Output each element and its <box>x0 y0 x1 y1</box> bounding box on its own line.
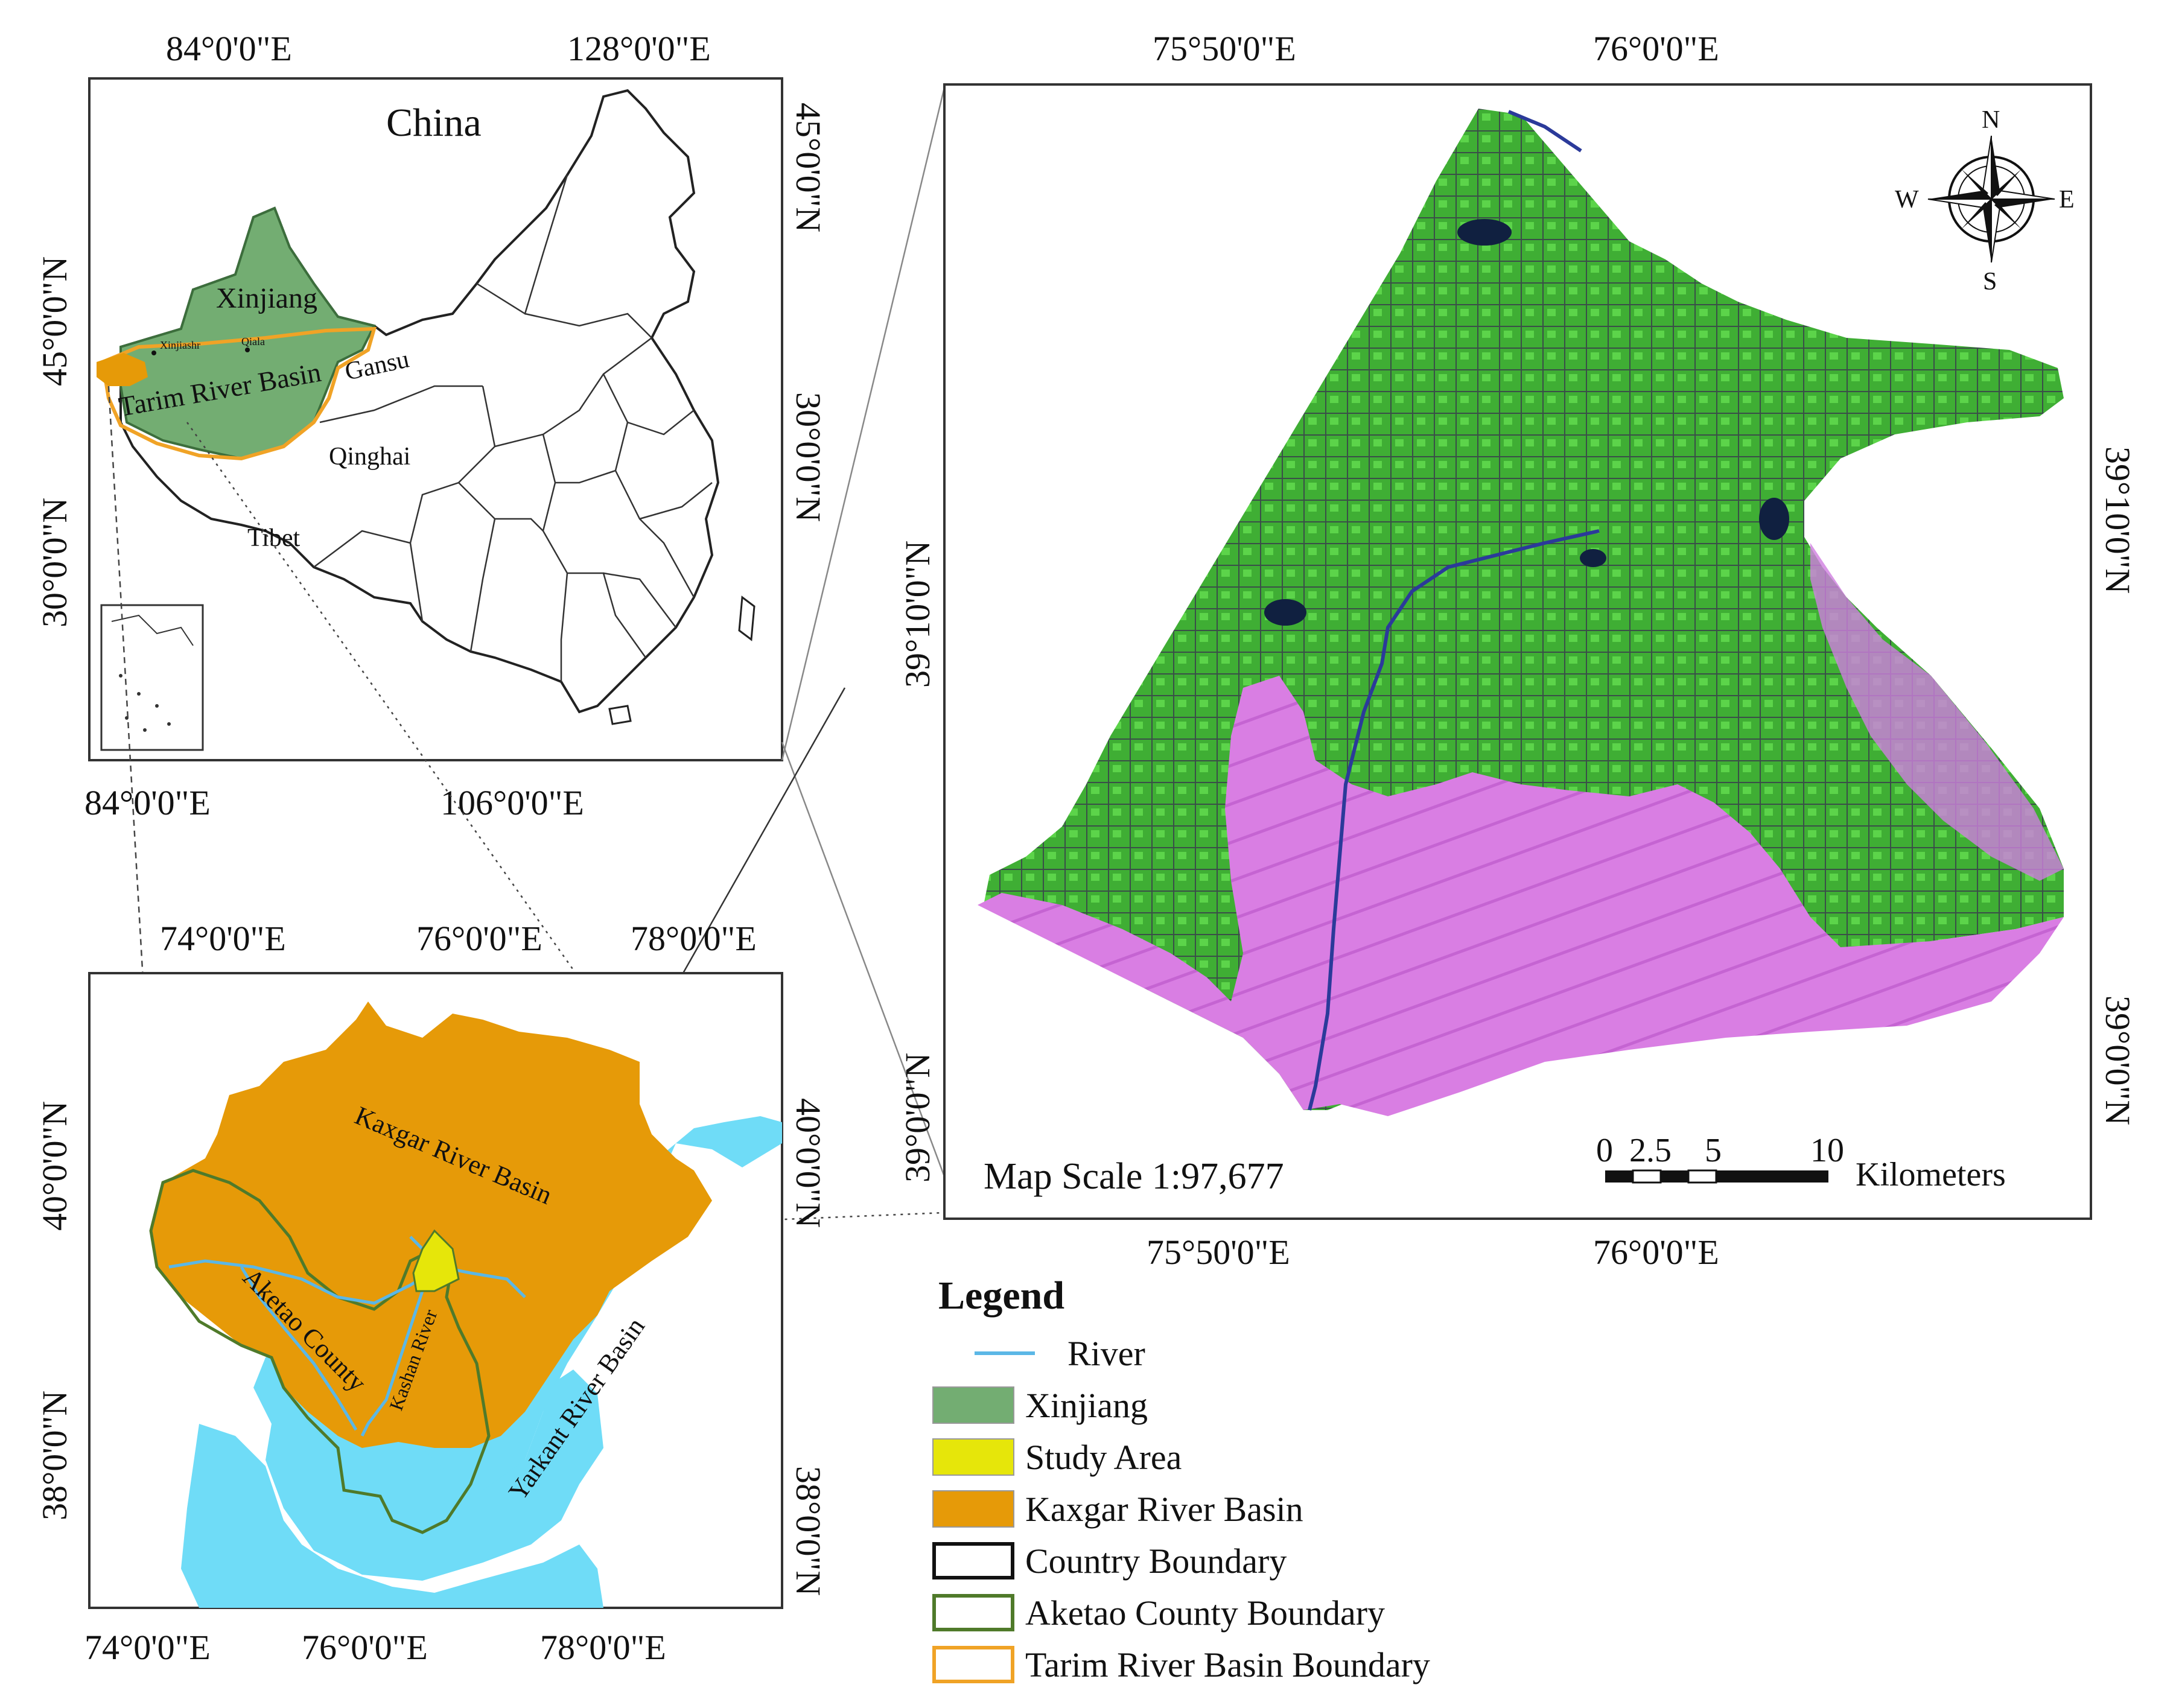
china-top-lon-1: 84°0'0"E <box>166 29 292 68</box>
legend-swatch <box>932 1542 1014 1579</box>
regional-top-lon-2: 76°0'0"E <box>416 919 542 958</box>
xinjiang-region <box>119 206 376 460</box>
legend-swatch <box>932 1386 1014 1424</box>
china-right-lat-1: 45°0'0"N <box>789 103 828 232</box>
legend-label: Kaxgar River Basin <box>1025 1489 1303 1529</box>
tibet-label: Tibet <box>247 524 300 552</box>
legend-item: Country Boundary <box>932 1535 1596 1587</box>
scale-tick-5: 5 <box>1705 1132 1722 1169</box>
regional-right-lat-1: 40°0'0"N <box>789 1098 828 1228</box>
china-overview-map: China Xinjiang Tarim River Basin Gansu Q… <box>35 29 828 822</box>
city-label-b: Qiala <box>241 335 265 348</box>
qinghai-label: Qinghai <box>329 443 410 471</box>
water-bodies <box>1264 219 1789 626</box>
legend-item: Aketao County Boundary <box>932 1587 1596 1639</box>
imagery-top-lon-1: 75°50'0"E <box>1153 29 1296 68</box>
china-bottom-lon-1: 84°0'0"E <box>84 783 211 822</box>
imagery-left-lat-1: 39°10'0"N <box>898 541 937 688</box>
scale-bar: 0 2.5 5 10 Kilometers <box>1596 1132 2006 1193</box>
scale-tick-0: 0 <box>1596 1132 1613 1169</box>
legend-item: Kaxgar River Basin <box>932 1483 1596 1535</box>
compass-e: E <box>2059 186 2075 214</box>
regional-bottom-lon-2: 76°0'0"E <box>302 1628 428 1667</box>
china-left-lat-1: 45°0'0"N <box>35 256 74 386</box>
legend-item: Study Area <box>932 1431 1596 1483</box>
imagery-left-lat-2: 39°0'0"N <box>898 1053 937 1183</box>
legend-item: Xinjiang <box>932 1379 1596 1431</box>
imagery-river <box>1308 110 1600 1111</box>
china-right-lat-2: 30°0'0"N <box>789 392 828 522</box>
city-label-a: Xinjiashr <box>160 339 200 351</box>
legend-title: Legend <box>938 1274 1065 1318</box>
regional-left-lat-2: 38°0'0"N <box>35 1391 74 1520</box>
china-bottom-lon-2: 106°0'0"E <box>441 783 584 822</box>
regional-map: Kaxgar River Basin Aketao County Kashan … <box>35 919 828 1667</box>
inset-islands <box>119 674 171 732</box>
legend-swatch <box>932 1594 1014 1631</box>
legend-label: River <box>1067 1333 1145 1373</box>
xinjiang-label: Xinjiang <box>216 282 317 314</box>
legend-item: Tarim River Basin Boundary <box>932 1639 1596 1691</box>
compass-n: N <box>1982 106 2000 134</box>
scale-tick-2-5: 2.5 <box>1629 1132 1672 1169</box>
legend-items: River Xinjiang Study Area Kaxgar River Basi… <box>932 1327 1596 1691</box>
legend-label: Aketao County Boundary <box>1025 1593 1385 1633</box>
legend-label: Country Boundary <box>1025 1541 1287 1581</box>
south-china-sea-inset <box>100 604 204 751</box>
desert-east <box>1810 543 2064 881</box>
imagery-bottom-lon-2: 76°0'0"E <box>1593 1233 1719 1272</box>
compass-w: W <box>1895 186 1919 214</box>
regional-top-lon-1: 74°0'0"E <box>160 919 286 958</box>
scale-unit: Kilometers <box>1856 1156 2006 1193</box>
study-area <box>412 1229 460 1292</box>
imagery-right-lat-1: 39°10'0"N <box>2098 446 2137 594</box>
legend-swatch <box>932 1646 1014 1683</box>
regional-bottom-lon-3: 78°0'0"E <box>540 1628 666 1667</box>
legend-swatch <box>932 1438 1014 1476</box>
aketao-county-boundary <box>149 1169 491 1534</box>
legend: Legend River Xinjiang Study Area Kaxgar Riv… <box>932 1273 1596 1691</box>
province-boundaries <box>313 174 713 682</box>
china-title: China <box>386 101 482 145</box>
kaxgar-basin-small <box>97 353 148 386</box>
legend-swatch <box>975 1351 1035 1355</box>
regional-left-lat-1: 40°0'0"N <box>35 1101 74 1231</box>
tarim-river-basin-boundary <box>100 326 377 461</box>
imagery-right-lat-2: 39°0'0"N <box>2098 995 2137 1125</box>
map-scale-text: Map Scale 1:97,677 <box>984 1156 1284 1197</box>
legend-label: Xinjiang <box>1025 1385 1148 1425</box>
compass-s: S <box>1983 268 1997 296</box>
regional-bottom-lon-1: 74°0'0"E <box>84 1628 211 1667</box>
north-arrow-compass: N S E W <box>1895 106 2075 296</box>
legend-label: Tarim River Basin Boundary <box>1025 1645 1430 1684</box>
imagery-bottom-lon-1: 75°50'0"E <box>1147 1233 1290 1272</box>
china-top-lon-2: 128°0'0"E <box>567 29 711 68</box>
china-left-lat-2: 30°0'0"N <box>35 498 74 627</box>
regional-right-lat-2: 38°0'0"N <box>789 1466 828 1596</box>
study-area-imagery-map: N S E W 0 2.5 5 10 Kilometers 75°50'0"E … <box>898 29 2137 1272</box>
desert-area <box>978 676 2064 1116</box>
legend-item: River <box>932 1327 1596 1379</box>
regional-top-lon-3: 78°0'0"E <box>631 919 757 958</box>
legend-label: Study Area <box>1025 1437 1182 1477</box>
legend-swatch <box>932 1490 1014 1528</box>
imagery-top-lon-2: 76°0'0"E <box>1593 29 1719 68</box>
scale-tick-10: 10 <box>1810 1132 1844 1169</box>
